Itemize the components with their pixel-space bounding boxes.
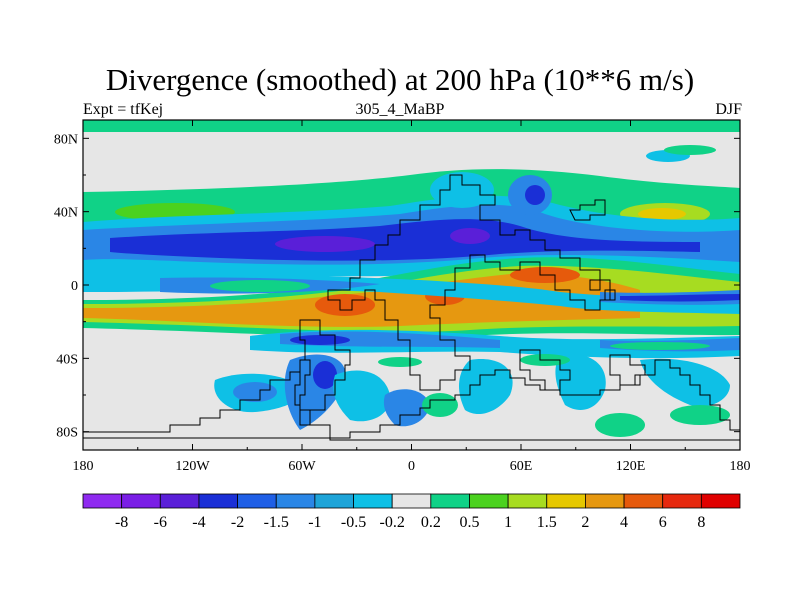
x-tick-label: 60E xyxy=(510,459,533,474)
y-tick-label: 40S xyxy=(56,352,78,367)
colorbar-label: 1 xyxy=(504,514,512,531)
sh-wave-2-core xyxy=(313,361,337,389)
colorbar-swatch xyxy=(275,493,316,509)
sh-wave-4 xyxy=(383,389,430,427)
y-tick-label: 0 xyxy=(71,279,78,294)
x-tick-label: 120W xyxy=(175,459,210,474)
x-tick-label: 180 xyxy=(730,459,751,474)
landmass-south-east-outline xyxy=(519,349,571,391)
colorbar-swatch xyxy=(353,493,393,509)
colorbar-label: 1.5 xyxy=(537,514,557,531)
equatorial-positive-extreme-1 xyxy=(315,294,375,316)
colorbar-swatch xyxy=(585,493,625,509)
nh-negative-extreme-2 xyxy=(450,228,490,244)
landmass-east-outline xyxy=(569,199,616,301)
colorbar-swatch xyxy=(391,493,432,509)
colorbar-label: -0.5 xyxy=(341,514,366,531)
colorbar-label: -1 xyxy=(308,514,321,531)
axis-ticks xyxy=(82,120,741,450)
colorbar-label: 0.2 xyxy=(421,514,441,531)
case-label: 305_4_MaBP xyxy=(355,101,445,118)
colorbar-label: -8 xyxy=(115,514,128,531)
y-tick-label: 40N xyxy=(54,206,78,221)
equatorial-negative-strong xyxy=(620,294,740,302)
colorbar-swatch xyxy=(662,493,702,509)
y-tick-label: 80S xyxy=(56,426,78,441)
sh-wave-1-core xyxy=(233,382,277,402)
sh-positive-east xyxy=(610,342,710,350)
subarctic-negative-3 xyxy=(430,172,494,208)
colorbar-swatch xyxy=(546,493,586,509)
colorbar-label: -6 xyxy=(154,514,167,531)
colorbar-swatch xyxy=(430,493,470,509)
sh-positive-blob-2 xyxy=(595,413,645,437)
y-tick-label: 80N xyxy=(54,132,78,147)
arctic-positive xyxy=(664,145,716,155)
colorbar-label: 8 xyxy=(697,514,705,531)
equatorial-positive-west xyxy=(210,280,310,292)
colorbar: -8 -6 -4 -2 -1.5 -1 -0.5 -0.2 0.2 0.5 1 1.5 2 4 6 8 xyxy=(82,493,741,531)
colorbar-label: -1.5 xyxy=(264,514,289,531)
contour-fields xyxy=(83,120,740,450)
colorbar-label: 0.5 xyxy=(459,514,479,531)
colorbar-label: 4 xyxy=(620,514,628,531)
sh-negative-west-strong xyxy=(290,335,350,345)
x-tick-label: 180 xyxy=(73,459,94,474)
sh-positive-blob-1 xyxy=(422,393,458,417)
axis-tick-labels: 180 120W 60W 0 60E 120E 180 80N 40N 0 40S 80S xyxy=(54,132,751,474)
colorbar-swatch xyxy=(198,493,238,509)
colorbar-swatch xyxy=(237,493,277,509)
colorbar-label: -2 xyxy=(231,514,244,531)
sh-wave-5 xyxy=(458,359,513,415)
landmass-polar-south-outline xyxy=(83,359,740,441)
x-tick-label: 0 xyxy=(408,459,415,474)
landmass-north-outline xyxy=(327,174,611,391)
continent-outlines xyxy=(83,174,740,441)
colorbar-swatch xyxy=(700,493,741,509)
x-tick-label: 60W xyxy=(288,459,316,474)
colorbar-swatch xyxy=(82,493,123,509)
colorbar-label: 6 xyxy=(659,514,667,531)
landmass-south-east-2-outline xyxy=(609,354,646,386)
experiment-label: Expt = tfKej xyxy=(83,101,164,118)
sh-positive-blob-5 xyxy=(378,357,422,367)
colorbar-label: -0.2 xyxy=(380,514,405,531)
colorbar-label: -4 xyxy=(192,514,205,531)
colorbar-swatch xyxy=(469,493,509,509)
subarctic-negative-2 xyxy=(525,185,545,205)
x-tick-label: 120E xyxy=(616,459,646,474)
sh-wave-6 xyxy=(555,354,606,410)
chart-title: Divergence (smoothed) at 200 hPa (10**6 … xyxy=(105,62,695,97)
colorbar-swatch xyxy=(159,493,200,509)
colorbar-swatch xyxy=(507,493,548,509)
sh-wave-7 xyxy=(640,358,730,407)
colorbar-swatch xyxy=(121,493,161,509)
colorbar-label: 2 xyxy=(581,514,589,531)
nh-positive-core-east-inner xyxy=(638,208,686,220)
nh-negative-extreme-1 xyxy=(275,236,375,252)
season-label: DJF xyxy=(715,101,742,118)
colorbar-swatch xyxy=(623,493,664,509)
colorbar-swatch xyxy=(314,493,354,509)
sh-wave-3 xyxy=(333,370,391,422)
sh-positive-blob-3 xyxy=(670,405,730,425)
